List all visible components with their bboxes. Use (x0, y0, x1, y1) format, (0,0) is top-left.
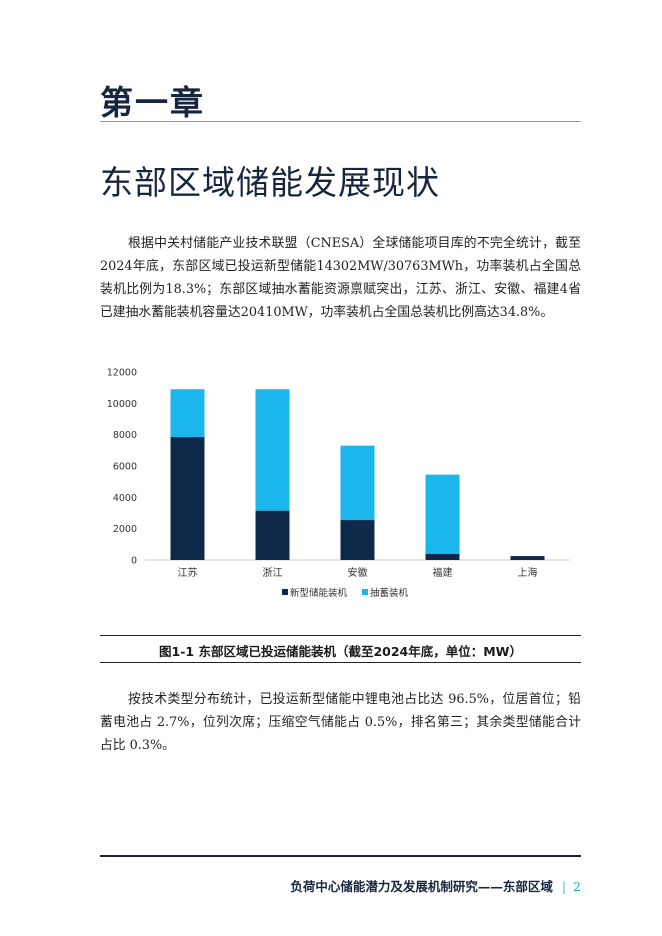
x-tick-label: 福建 (433, 566, 453, 579)
x-tick-label: 上海 (518, 566, 538, 579)
bar-new-storage-4 (510, 556, 545, 560)
intro-paragraph: 根据中关村储能产业技术联盟（CNESA）全球储能项目库的不完全统计，截至2024… (100, 236, 581, 320)
bar-new-storage-2 (340, 520, 375, 560)
y-tick-label: 6000 (113, 462, 137, 473)
bar-pumped-storage-2 (340, 445, 375, 521)
technology-paragraph: 按技术类型分布统计，已投运新型储能中锂电池占比达 96.5%，位居首位；铅蓄电池… (100, 692, 581, 753)
legend: 新型储能装机 抽蓄装机 (282, 587, 409, 599)
chapter-divider (100, 121, 581, 122)
bars (170, 389, 545, 560)
y-tick-label: 10000 (107, 399, 137, 410)
bar-new-storage-1 (255, 510, 290, 560)
y-tick-label: 2000 (113, 524, 137, 535)
legend-swatch (362, 589, 368, 595)
y-tick-label: 8000 (113, 430, 137, 441)
y-axis-ticks: 0 2000 4000 6000 8000 10000 12000 (107, 368, 137, 567)
legend-label: 新型储能装机 (290, 587, 348, 599)
y-tick-label: 12000 (107, 368, 137, 379)
x-tick-label: 江苏 (178, 566, 198, 579)
legend-swatch (282, 589, 288, 595)
chapter-label: 第一章 (100, 83, 205, 122)
bar-pumped-storage-3 (425, 474, 460, 554)
caption-top-rule (100, 635, 581, 636)
bar-pumped-storage-0 (170, 389, 205, 438)
footer-divider (100, 855, 581, 857)
bar-new-storage-3 (425, 553, 460, 560)
x-axis-labels: 江苏 浙江 安徽 福建 上海 (178, 566, 538, 579)
figure-caption: 图1-1 东部区域已投运储能装机（截至2024年底，单位：MW） (159, 644, 522, 659)
footer-separator: | (561, 879, 567, 894)
y-tick-label: 4000 (113, 493, 137, 504)
x-tick-label: 浙江 (263, 567, 283, 579)
bar-pumped-storage-1 (255, 389, 290, 511)
legend-label: 抽蓄装机 (370, 587, 409, 599)
stacked-bar-chart: 0 2000 4000 6000 8000 10000 12000 江苏 浙江 安徽 福建 上海 新… (107, 368, 570, 599)
bar-new-storage-0 (170, 437, 205, 560)
y-tick-label: 0 (131, 556, 137, 567)
footer: 负荷中心储能潜力及发展机制研究——东部区域 | 2 (100, 876, 581, 895)
section-title: 东部区域储能发展现状 (100, 163, 440, 202)
caption-bottom-rule (100, 662, 581, 663)
page-number: 2 (573, 879, 581, 894)
x-tick-label: 安徽 (348, 566, 368, 579)
footer-title: 负荷中心储能潜力及发展机制研究——东部区域 (290, 879, 553, 894)
